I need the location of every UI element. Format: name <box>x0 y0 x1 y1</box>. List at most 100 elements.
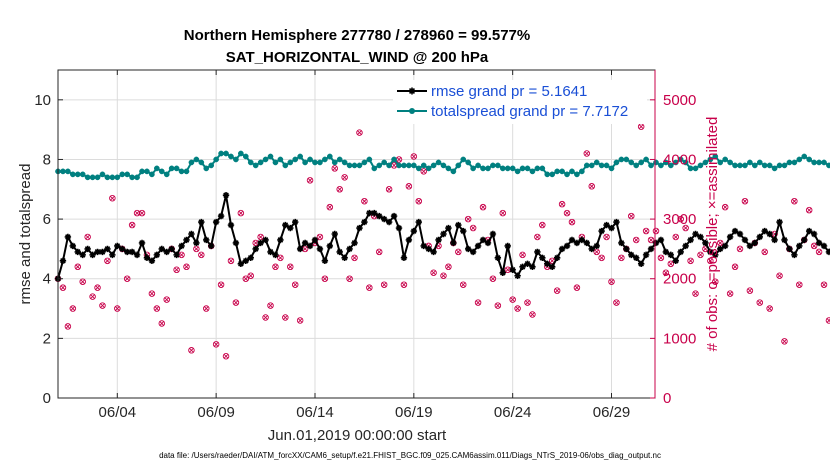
obs-assimilated-marker <box>742 198 748 204</box>
rmse-marker <box>529 263 536 270</box>
rmse-marker <box>731 227 739 235</box>
totalspread-marker <box>406 162 412 169</box>
obs-assimilated-marker <box>129 222 135 228</box>
y-tick-label: 8 <box>43 151 51 168</box>
rmse-marker <box>217 212 225 220</box>
obs-point <box>84 233 91 241</box>
obs-assimilated-marker <box>65 323 71 329</box>
rmse-marker <box>94 248 101 256</box>
totalspread-marker <box>742 162 748 169</box>
obs-assimilated-marker <box>539 222 545 228</box>
rmse-marker <box>642 251 650 259</box>
totalspread-marker <box>445 165 452 172</box>
rmse-marker <box>766 230 773 238</box>
rmse-marker <box>237 260 245 268</box>
totalspread-marker <box>376 162 383 169</box>
rmse-marker <box>549 263 556 270</box>
rmse-marker <box>499 269 506 276</box>
obs-point <box>217 281 225 288</box>
rmse-marker <box>287 224 294 232</box>
rmse-marker <box>262 236 269 244</box>
totalspread-marker <box>638 159 645 166</box>
obs-assimilated-marker <box>559 201 565 207</box>
obs-assimilated-marker <box>811 243 817 249</box>
totalspread-marker <box>198 159 205 166</box>
rmse-marker <box>316 245 324 253</box>
totalspread-marker <box>252 162 259 169</box>
obs-point <box>420 168 427 175</box>
x-tick-label: 06/24 <box>494 404 532 421</box>
obs-point <box>677 215 684 223</box>
obs-point <box>756 299 764 306</box>
rmse-marker <box>479 236 487 244</box>
obs-possible-marker <box>440 272 447 279</box>
obs-possible-marker <box>232 299 240 306</box>
totalspread-marker <box>791 159 798 166</box>
obs-point <box>534 233 541 241</box>
obs-assimilated-marker <box>440 273 446 279</box>
totalspread-marker <box>583 162 590 169</box>
rmse-marker <box>371 209 378 217</box>
obs-point <box>188 347 195 354</box>
obs-possible-marker <box>697 251 704 259</box>
obs-point <box>366 284 373 291</box>
obs-possible-marker <box>351 254 358 262</box>
totalspread-marker <box>153 165 160 172</box>
obs-possible-marker <box>672 233 680 241</box>
obs-possible-marker <box>499 209 507 217</box>
rmse-marker <box>376 212 383 220</box>
rmse-marker <box>247 254 254 262</box>
totalspread-marker <box>307 156 313 163</box>
obs-assimilated-marker <box>159 320 165 326</box>
obs-assimilated-marker <box>628 213 634 219</box>
rmse-marker <box>420 242 427 250</box>
rmse-marker <box>613 218 620 226</box>
rmse-marker <box>756 233 763 241</box>
obs-point <box>613 299 620 306</box>
totalspread-marker <box>336 156 343 163</box>
obs-possible-marker <box>306 177 314 184</box>
rmse-marker <box>820 242 828 250</box>
obs-assimilated-marker <box>411 153 417 159</box>
rmse-marker <box>677 248 684 256</box>
totalspread-marker <box>529 168 536 175</box>
totalspread-marker <box>806 156 813 163</box>
rmse-marker <box>158 245 165 253</box>
obs-assimilated-marker <box>534 234 540 240</box>
rmse-marker <box>400 254 408 262</box>
totalspread-marker <box>371 165 378 172</box>
y2-axis-label: # of obs: o=possible; ×=assimilated <box>704 117 721 352</box>
totalspread-marker <box>756 159 763 166</box>
obs-possible-marker <box>163 296 170 303</box>
obs-assimilated-marker <box>238 210 244 216</box>
obs-possible-marker <box>647 236 655 244</box>
series-lines <box>54 150 830 282</box>
obs-assimilated-marker <box>366 285 372 291</box>
obs-point <box>114 305 121 312</box>
obs-point <box>242 275 250 282</box>
totalspread-marker <box>613 159 620 166</box>
obs-assimilated-marker <box>722 204 728 210</box>
obs-possible-marker <box>59 284 67 291</box>
totalspread-marker <box>574 171 580 178</box>
rmse-marker <box>702 239 709 247</box>
obs-assimilated-marker <box>134 210 140 216</box>
totalspread-marker <box>435 159 442 166</box>
totalspread-marker <box>415 165 422 172</box>
rmse-marker <box>647 245 655 253</box>
obs-assimilated-marker <box>188 347 194 353</box>
obs-possible-marker <box>618 254 625 262</box>
data-file-footnote: data file: /Users/raeder/DAI/ATM_forcXX/… <box>159 451 661 460</box>
obs-point <box>583 150 591 157</box>
obs-possible-marker <box>761 248 768 256</box>
rmse-marker <box>815 239 823 247</box>
obs-point <box>262 314 269 321</box>
obs-point <box>736 245 744 253</box>
obs-assimilated-marker <box>109 195 115 201</box>
obs-possible-marker <box>267 302 274 309</box>
totalspread-marker <box>139 168 145 175</box>
obs-possible-marker <box>326 203 334 211</box>
obs-assimilated-marker <box>317 234 323 240</box>
totalspread-marker <box>732 162 738 169</box>
totalspread-marker <box>559 168 565 175</box>
